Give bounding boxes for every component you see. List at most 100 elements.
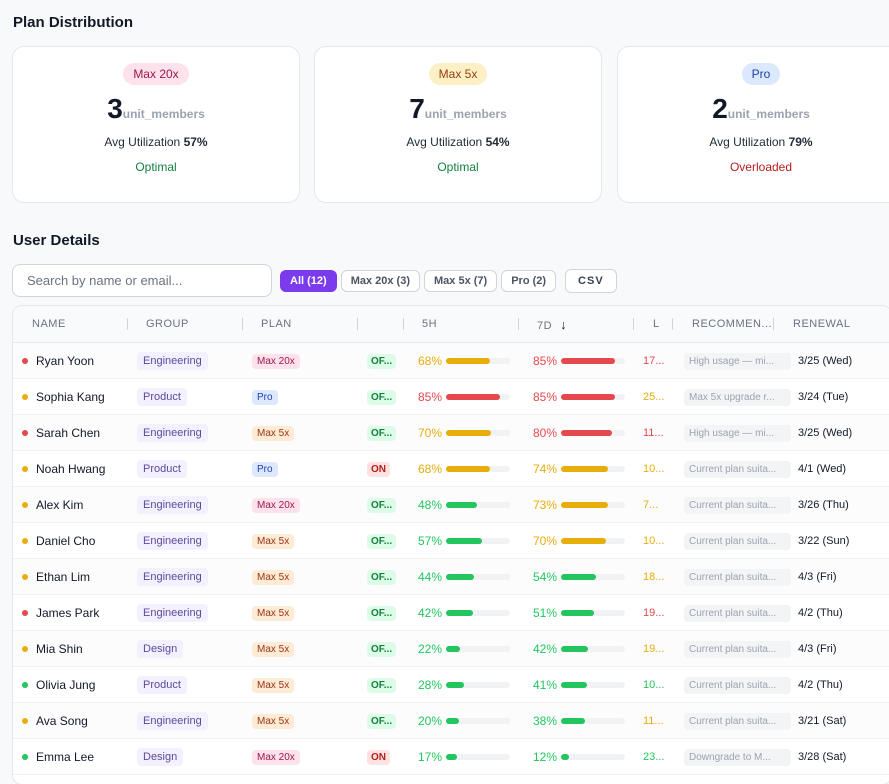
group-tag: Product bbox=[137, 460, 187, 478]
table-body: Ryan Yoon Engineering Max 20x OF... 68% … bbox=[13, 343, 889, 775]
usage-7d-bar bbox=[561, 358, 625, 364]
column-divider[interactable] bbox=[403, 318, 404, 330]
column-header-label: NAME bbox=[32, 318, 66, 330]
usage-7d-bar bbox=[561, 646, 625, 652]
switch-badge[interactable]: OF... bbox=[367, 713, 397, 729]
recommendation-tag: Current plan suita... bbox=[684, 460, 791, 478]
usage-5h-percent: 17% bbox=[418, 750, 443, 764]
column-divider[interactable] bbox=[773, 318, 774, 330]
table-row[interactable]: Ethan Lim Engineering Max 5x OF... 44% 5… bbox=[13, 559, 889, 595]
column-divider[interactable] bbox=[518, 318, 519, 330]
plan-tag: Max 20x bbox=[252, 353, 300, 369]
table-row[interactable]: Ava Song Engineering Max 5x OF... 20% 38… bbox=[13, 703, 889, 739]
recommendation-tag: High usage — mi... bbox=[684, 352, 791, 370]
table-row[interactable]: Emma Lee Design Max 20x ON 17% 12% 23...… bbox=[13, 739, 889, 775]
plan-tag: Max 5x bbox=[252, 569, 295, 585]
avg-utilization-value: 54% bbox=[485, 135, 510, 149]
limit-value: 7... bbox=[643, 499, 659, 511]
recommendation-tag: Current plan suita... bbox=[684, 604, 791, 622]
switch-badge[interactable]: OF... bbox=[367, 425, 397, 441]
column-divider[interactable] bbox=[127, 318, 128, 330]
usage-5h-percent: 20% bbox=[418, 714, 443, 728]
usage-7d-bar bbox=[561, 538, 625, 544]
column-divider[interactable] bbox=[633, 318, 634, 330]
usage-5h-bar bbox=[446, 574, 510, 580]
usage-7d-bar-fill bbox=[561, 646, 588, 652]
table-row[interactable]: Alex Kim Engineering Max 20x OF... 48% 7… bbox=[13, 487, 889, 523]
column-header[interactable]: 5H bbox=[422, 306, 437, 343]
column-header[interactable]: PLAN bbox=[261, 306, 292, 343]
export-csv-button[interactable]: CSV bbox=[565, 269, 617, 293]
switch-badge[interactable]: OF... bbox=[367, 497, 397, 513]
arrow-down-icon[interactable]: ↓ bbox=[560, 317, 568, 332]
column-header[interactable]: GROUP bbox=[146, 306, 189, 343]
usage-7d-percent: 42% bbox=[533, 642, 558, 656]
table-row[interactable]: James Park Engineering Max 5x OF... 42% … bbox=[13, 595, 889, 631]
filter-button[interactable]: Max 5x (7) bbox=[424, 270, 498, 292]
utilization-status: Overloaded bbox=[729, 160, 793, 174]
table-row[interactable]: Mia Shin Design Max 5x OF... 22% 42% 19.… bbox=[13, 631, 889, 667]
switch-badge[interactable]: OF... bbox=[367, 353, 397, 369]
table-row[interactable]: Olivia Jung Product Max 5x OF... 28% 41%… bbox=[13, 667, 889, 703]
plan-tag: Max 5x bbox=[252, 713, 295, 729]
column-header-label: GROUP bbox=[146, 318, 189, 330]
utilization-status: Optimal bbox=[437, 160, 479, 174]
recommendation-tag: Current plan suita... bbox=[684, 712, 791, 730]
user-name: Alex Kim bbox=[36, 498, 84, 512]
plan-card: Max 5x 7 unit_members Avg Utilization 54%… bbox=[314, 46, 602, 203]
column-header[interactable]: RENEWAL bbox=[793, 306, 851, 343]
usage-5h-percent: 68% bbox=[418, 354, 443, 368]
table-row[interactable]: Ryan Yoon Engineering Max 20x OF... 68% … bbox=[13, 343, 889, 379]
filter-button[interactable]: All (12) bbox=[280, 270, 337, 292]
column-header[interactable]: 7D ↓ bbox=[537, 306, 567, 343]
plan-tag: Max 5x bbox=[252, 605, 295, 621]
usage-5h-percent: 70% bbox=[418, 426, 443, 440]
filter-button[interactable]: Pro (2) bbox=[501, 270, 557, 292]
switch-badge[interactable]: OF... bbox=[367, 641, 397, 657]
avg-utilization: Avg Utilization 57% bbox=[13, 135, 299, 149]
switch-badge[interactable]: OF... bbox=[367, 389, 397, 405]
column-divider[interactable] bbox=[357, 318, 358, 330]
status-dot bbox=[22, 466, 28, 472]
table-row[interactable]: Sarah Chen Engineering Max 5x OF... 70% … bbox=[13, 415, 889, 451]
usage-7d-bar-fill bbox=[561, 502, 608, 508]
switch-badge[interactable]: OF... bbox=[367, 533, 397, 549]
column-header[interactable]: L bbox=[653, 306, 660, 343]
filter-button[interactable]: Max 20x (3) bbox=[340, 270, 420, 292]
recommendation-tag: Current plan suita... bbox=[684, 640, 791, 658]
table-row[interactable]: Sophia Kang Product Pro OF... 85% 85% 25… bbox=[13, 379, 889, 415]
column-divider[interactable] bbox=[672, 318, 673, 330]
usage-7d-bar-fill bbox=[561, 754, 569, 760]
switch-badge[interactable]: OF... bbox=[367, 569, 397, 585]
usage-5h-bar-fill bbox=[446, 574, 475, 580]
limit-value: 10... bbox=[643, 535, 665, 547]
switch-badge[interactable]: ON bbox=[367, 461, 390, 477]
column-header[interactable]: RECOMMEN... bbox=[692, 306, 772, 343]
usage-5h-bar bbox=[446, 358, 510, 364]
group-tag: Engineering bbox=[137, 712, 208, 730]
usage-5h-percent: 28% bbox=[418, 678, 443, 692]
switch-badge[interactable]: ON bbox=[367, 749, 390, 765]
limit-value: 18... bbox=[643, 571, 665, 583]
table-row[interactable]: Daniel Cho Engineering Max 5x OF... 57% … bbox=[13, 523, 889, 559]
avg-utilization: Avg Utilization 79% bbox=[618, 135, 889, 149]
renewal-date: 3/25 (Wed) bbox=[798, 427, 853, 439]
switch-badge[interactable]: OF... bbox=[367, 605, 397, 621]
avg-utilization: Avg Utilization 54% bbox=[315, 135, 601, 149]
plan-badge: Max 20x bbox=[123, 63, 189, 85]
status-dot bbox=[22, 430, 28, 436]
search-input[interactable] bbox=[12, 264, 272, 297]
member-count-unit: unit_members bbox=[424, 107, 507, 121]
group-tag: Engineering bbox=[137, 496, 208, 514]
usage-5h-percent: 48% bbox=[418, 498, 443, 512]
limit-value: 19... bbox=[643, 607, 665, 619]
renewal-date: 4/2 (Thu) bbox=[798, 607, 843, 619]
usage-5h-percent: 68% bbox=[418, 462, 443, 476]
avg-utilization-label: Avg Utilization bbox=[406, 135, 483, 149]
column-header[interactable]: NAME bbox=[32, 306, 66, 343]
switch-badge[interactable]: OF... bbox=[367, 677, 397, 693]
usage-7d-percent: 73% bbox=[533, 498, 558, 512]
column-divider[interactable] bbox=[242, 318, 243, 330]
table-row[interactable]: Noah Hwang Product Pro ON 68% 74% 10... … bbox=[13, 451, 889, 487]
usage-5h-bar bbox=[446, 430, 510, 436]
